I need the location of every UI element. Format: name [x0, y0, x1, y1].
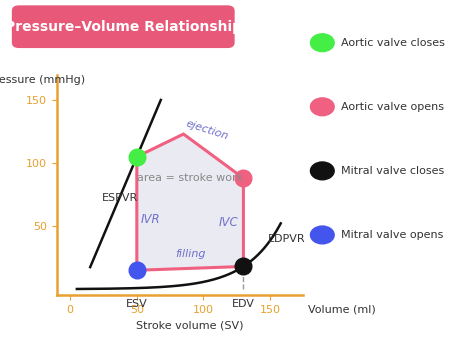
Text: ejection: ejection — [185, 119, 230, 142]
Text: Pressure–Volume Relationship: Pressure–Volume Relationship — [5, 20, 242, 34]
Text: IVR: IVR — [141, 213, 160, 226]
Polygon shape — [137, 134, 244, 270]
Text: EDPVR: EDPVR — [267, 234, 305, 244]
Text: ESPVR: ESPVR — [102, 193, 138, 203]
Text: Volume (ml): Volume (ml) — [308, 304, 376, 314]
Text: Pressure (mmHg): Pressure (mmHg) — [0, 75, 85, 85]
Text: area = stroke work: area = stroke work — [137, 173, 243, 183]
Text: Aortic valve closes: Aortic valve closes — [341, 38, 445, 48]
Text: IVC: IVC — [219, 216, 238, 229]
Text: EDV: EDV — [232, 299, 255, 309]
Text: ESV: ESV — [126, 299, 148, 309]
Text: Mitral valve closes: Mitral valve closes — [341, 166, 445, 176]
Text: Mitral valve opens: Mitral valve opens — [341, 230, 444, 240]
Text: Stroke volume (SV): Stroke volume (SV) — [137, 320, 244, 330]
Text: filling: filling — [175, 249, 205, 259]
Text: Aortic valve opens: Aortic valve opens — [341, 102, 444, 112]
